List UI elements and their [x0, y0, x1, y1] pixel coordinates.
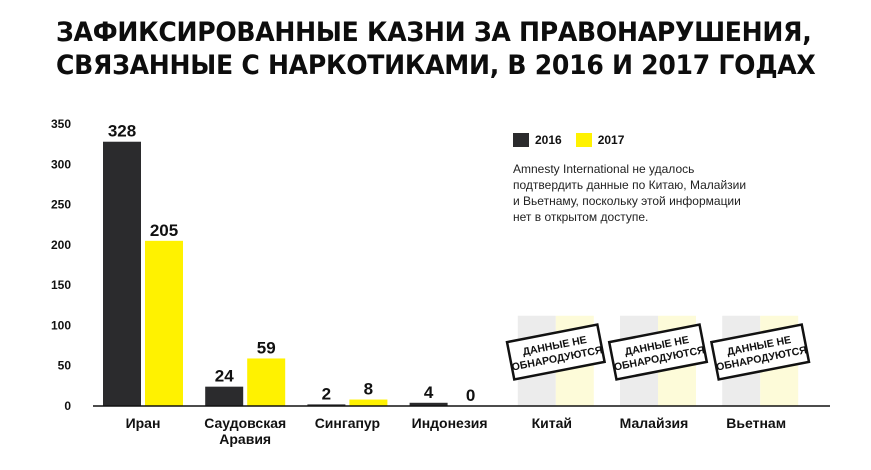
x-category-label: Малайзия: [620, 415, 689, 431]
y-tick-label: 250: [51, 198, 71, 212]
x-category-label: Вьетнам: [726, 415, 786, 431]
chart-title-line-2: СВЯЗАННЫЕ С НАРКОТИКАМИ, В 2016 И 2017 Г…: [56, 50, 816, 81]
data-label-2017: 59: [257, 338, 276, 357]
stamp-border: [709, 323, 811, 381]
data-label-2016: 2: [322, 384, 331, 403]
x-category-label: Саудовская: [204, 415, 286, 431]
chart-note: Amnesty International не удалось подтвер…: [513, 162, 747, 224]
legend: 2016 2017: [513, 133, 638, 147]
y-tick-label: 50: [58, 359, 72, 373]
data-label-2017: 0: [466, 386, 475, 405]
legend-swatch-2017: [575, 133, 592, 147]
legend-item-2016: 2016: [513, 133, 562, 147]
bar-2016: [103, 141, 141, 406]
chart-title: ЗАФИКСИРОВАННЫЕ КАЗНИ ЗА ПРАВОНАРУШЕНИЯ,…: [56, 16, 816, 82]
data-label-2017: 205: [150, 221, 178, 240]
stamp-border: [607, 323, 709, 381]
y-tick-label: 200: [51, 238, 71, 252]
data-label-2016: 328: [108, 122, 136, 141]
x-category-label: Сингапур: [315, 415, 380, 431]
y-tick-label: 300: [51, 157, 71, 171]
legend-swatch-2016: [513, 133, 529, 147]
data-label-2016: 24: [215, 367, 234, 386]
bar-2017: [145, 240, 183, 406]
y-tick-label: 150: [51, 278, 71, 292]
bar-2017: [247, 358, 286, 406]
x-category-label: Аравия: [219, 431, 271, 447]
y-tick-label: 100: [51, 318, 71, 332]
stamp-border: [505, 323, 607, 381]
legend-item-2017: 2017: [575, 133, 625, 147]
data-label-2017: 8: [364, 380, 373, 399]
legend-label-2016: 2016: [535, 133, 562, 147]
bar-2016: [307, 404, 346, 406]
y-tick-label: 350: [51, 117, 71, 131]
x-category-label: Иран: [126, 415, 161, 431]
legend-label-2017: 2017: [597, 133, 625, 147]
x-category-label: Китай: [532, 415, 572, 431]
bar-2016: [409, 402, 448, 406]
data-label-2016: 4: [424, 383, 434, 402]
chart-title-line-1: ЗАФИКСИРОВАННЫЕ КАЗНИ ЗА ПРАВОНАРУШЕНИЯ,: [56, 17, 812, 48]
bar-2017: [349, 399, 388, 406]
bar-2016: [205, 386, 244, 406]
y-tick-label: 0: [64, 399, 71, 413]
x-category-label: Индонезия: [412, 415, 488, 431]
